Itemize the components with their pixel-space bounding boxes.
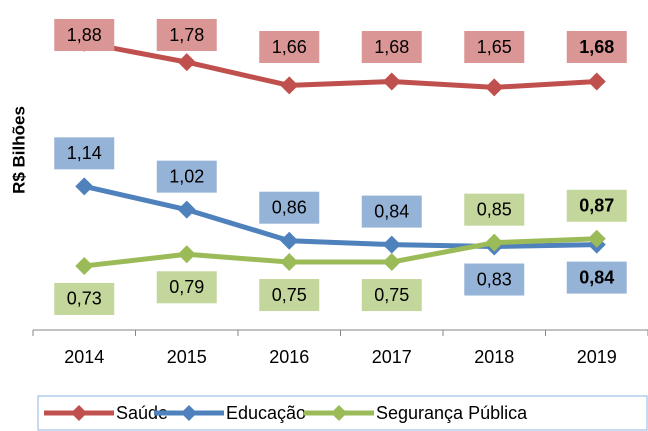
value-label: 0,85 [477, 199, 512, 219]
data-point [485, 78, 504, 97]
x-tick-label: 2015 [167, 347, 207, 367]
legend-label: Educação [226, 403, 306, 423]
value-label: 0,79 [169, 277, 204, 297]
data-point [382, 72, 401, 91]
x-tick-label: 2019 [577, 347, 617, 367]
value-label: 0,75 [272, 285, 307, 305]
value-label: 1,65 [477, 37, 512, 57]
value-label-box [361, 279, 422, 312]
data-point [280, 231, 299, 250]
value-label: 1,14 [67, 143, 102, 163]
value-label-box [259, 31, 320, 63]
value-label: 1,68 [374, 37, 409, 57]
value-label: 1,78 [169, 25, 204, 45]
data-point [177, 53, 196, 72]
value-label-box [54, 19, 115, 51]
value-label-box [361, 31, 422, 63]
value-label-box [566, 189, 627, 222]
data-point [280, 253, 299, 272]
x-tick-label: 2017 [372, 347, 412, 367]
value-label: 1,88 [67, 25, 102, 45]
value-label-box [54, 282, 115, 315]
value-label: 1,02 [169, 166, 204, 186]
value-label: 0,84 [374, 201, 409, 221]
value-label: 0,86 [272, 197, 307, 217]
value-label-box [156, 160, 217, 193]
value-label: 0,75 [374, 285, 409, 305]
data-point [382, 235, 401, 254]
y-axis-label: R$ Bilhões [9, 106, 28, 194]
series-line [83, 236, 597, 269]
data-point [75, 177, 94, 196]
legend-marker [71, 405, 87, 421]
value-label-box [259, 191, 320, 224]
value-label: 1,68 [579, 37, 614, 57]
series-line [83, 183, 597, 250]
legend-label: Saúde [116, 403, 168, 423]
value-label-box [566, 31, 627, 63]
value-label-box [54, 137, 115, 170]
legend-marker [331, 405, 347, 421]
value-label-box [464, 193, 525, 226]
value-label: 1,66 [272, 37, 307, 57]
value-label: 0,73 [67, 289, 102, 309]
data-point [587, 229, 606, 248]
data-point [382, 253, 401, 272]
value-label-box [464, 31, 525, 63]
x-tick-label: 2018 [474, 347, 514, 367]
data-point [485, 233, 504, 252]
value-label-box [361, 195, 422, 228]
data-point [280, 76, 299, 95]
value-label-box [464, 263, 525, 296]
value-label: 0,84 [579, 267, 614, 287]
data-point [75, 256, 94, 275]
value-label-box [566, 261, 627, 294]
value-label-box [156, 19, 217, 51]
x-tick-label: 2016 [269, 347, 309, 367]
series-line [83, 40, 597, 90]
value-label: 0,87 [579, 196, 614, 216]
x-tick-label: 2014 [64, 347, 104, 367]
value-label-box [259, 279, 320, 312]
data-point [177, 200, 196, 219]
legend-box [37, 395, 648, 431]
legend-label: Segurança Pública [376, 403, 528, 423]
legend-marker [181, 405, 197, 421]
data-point [587, 72, 606, 91]
value-label-box [156, 271, 217, 304]
value-label: 0,83 [477, 269, 512, 289]
data-point [177, 245, 196, 264]
